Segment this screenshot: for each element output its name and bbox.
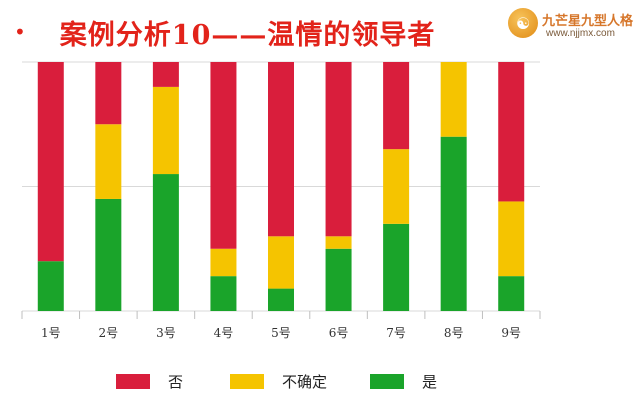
legend-swatch [370,374,404,389]
bar-segment [152,62,179,87]
bar-segment [152,86,179,175]
x-tick-label: 3号 [156,326,176,340]
legend-swatch [116,374,150,389]
brand-url: www.njjmx.com [546,28,615,39]
brand-name: 九芒星九型人格 [542,14,634,29]
bar-segment [498,62,525,202]
bar-segment [210,248,237,277]
x-tick-label: 6号 [329,326,349,340]
legend-label: 不确定 [282,373,327,391]
legend-swatch [230,374,264,389]
bar-segment [498,276,525,311]
bar-segment [325,62,352,237]
bar-segment [498,201,525,277]
slide-title: • 案例分析10——温情的领导者 [14,12,435,52]
bar-segment [268,288,294,311]
bar-segment [268,62,294,237]
x-tick-label: 8号 [444,326,464,340]
x-tick-label: 9号 [501,326,521,340]
bar-segment [152,174,179,311]
bar-segment [210,276,237,311]
legend-label: 是 [422,373,437,391]
bar-segment [95,124,122,199]
bar-segment [325,248,352,311]
bar-segment [268,236,294,289]
bar-segment [325,236,352,249]
x-tick-label: 1号 [41,326,61,340]
x-tick-label: 5号 [271,326,291,340]
bar-segment [210,62,237,249]
bar-segment [37,261,64,311]
bar-segment [95,62,122,125]
bar-segment [383,223,410,311]
title-bullet: • [14,20,26,44]
bar-segment [440,62,467,137]
brand-logo-icon: ☯ [508,8,538,38]
x-tick-label: 2号 [99,326,119,340]
x-tick-label: 7号 [386,326,406,340]
bar-segment [440,136,467,311]
page-title: 案例分析10——温情的领导者 [59,19,436,51]
bar-segment [383,149,410,224]
legend-label: 否 [168,373,183,391]
brand-logo-block: ☯ 九芒星九型人格 www.njjmx.com [508,4,638,44]
bar-segment [95,198,122,311]
x-tick-label: 4号 [214,326,234,340]
bar-segment [383,62,410,150]
bar-segment [37,62,64,262]
